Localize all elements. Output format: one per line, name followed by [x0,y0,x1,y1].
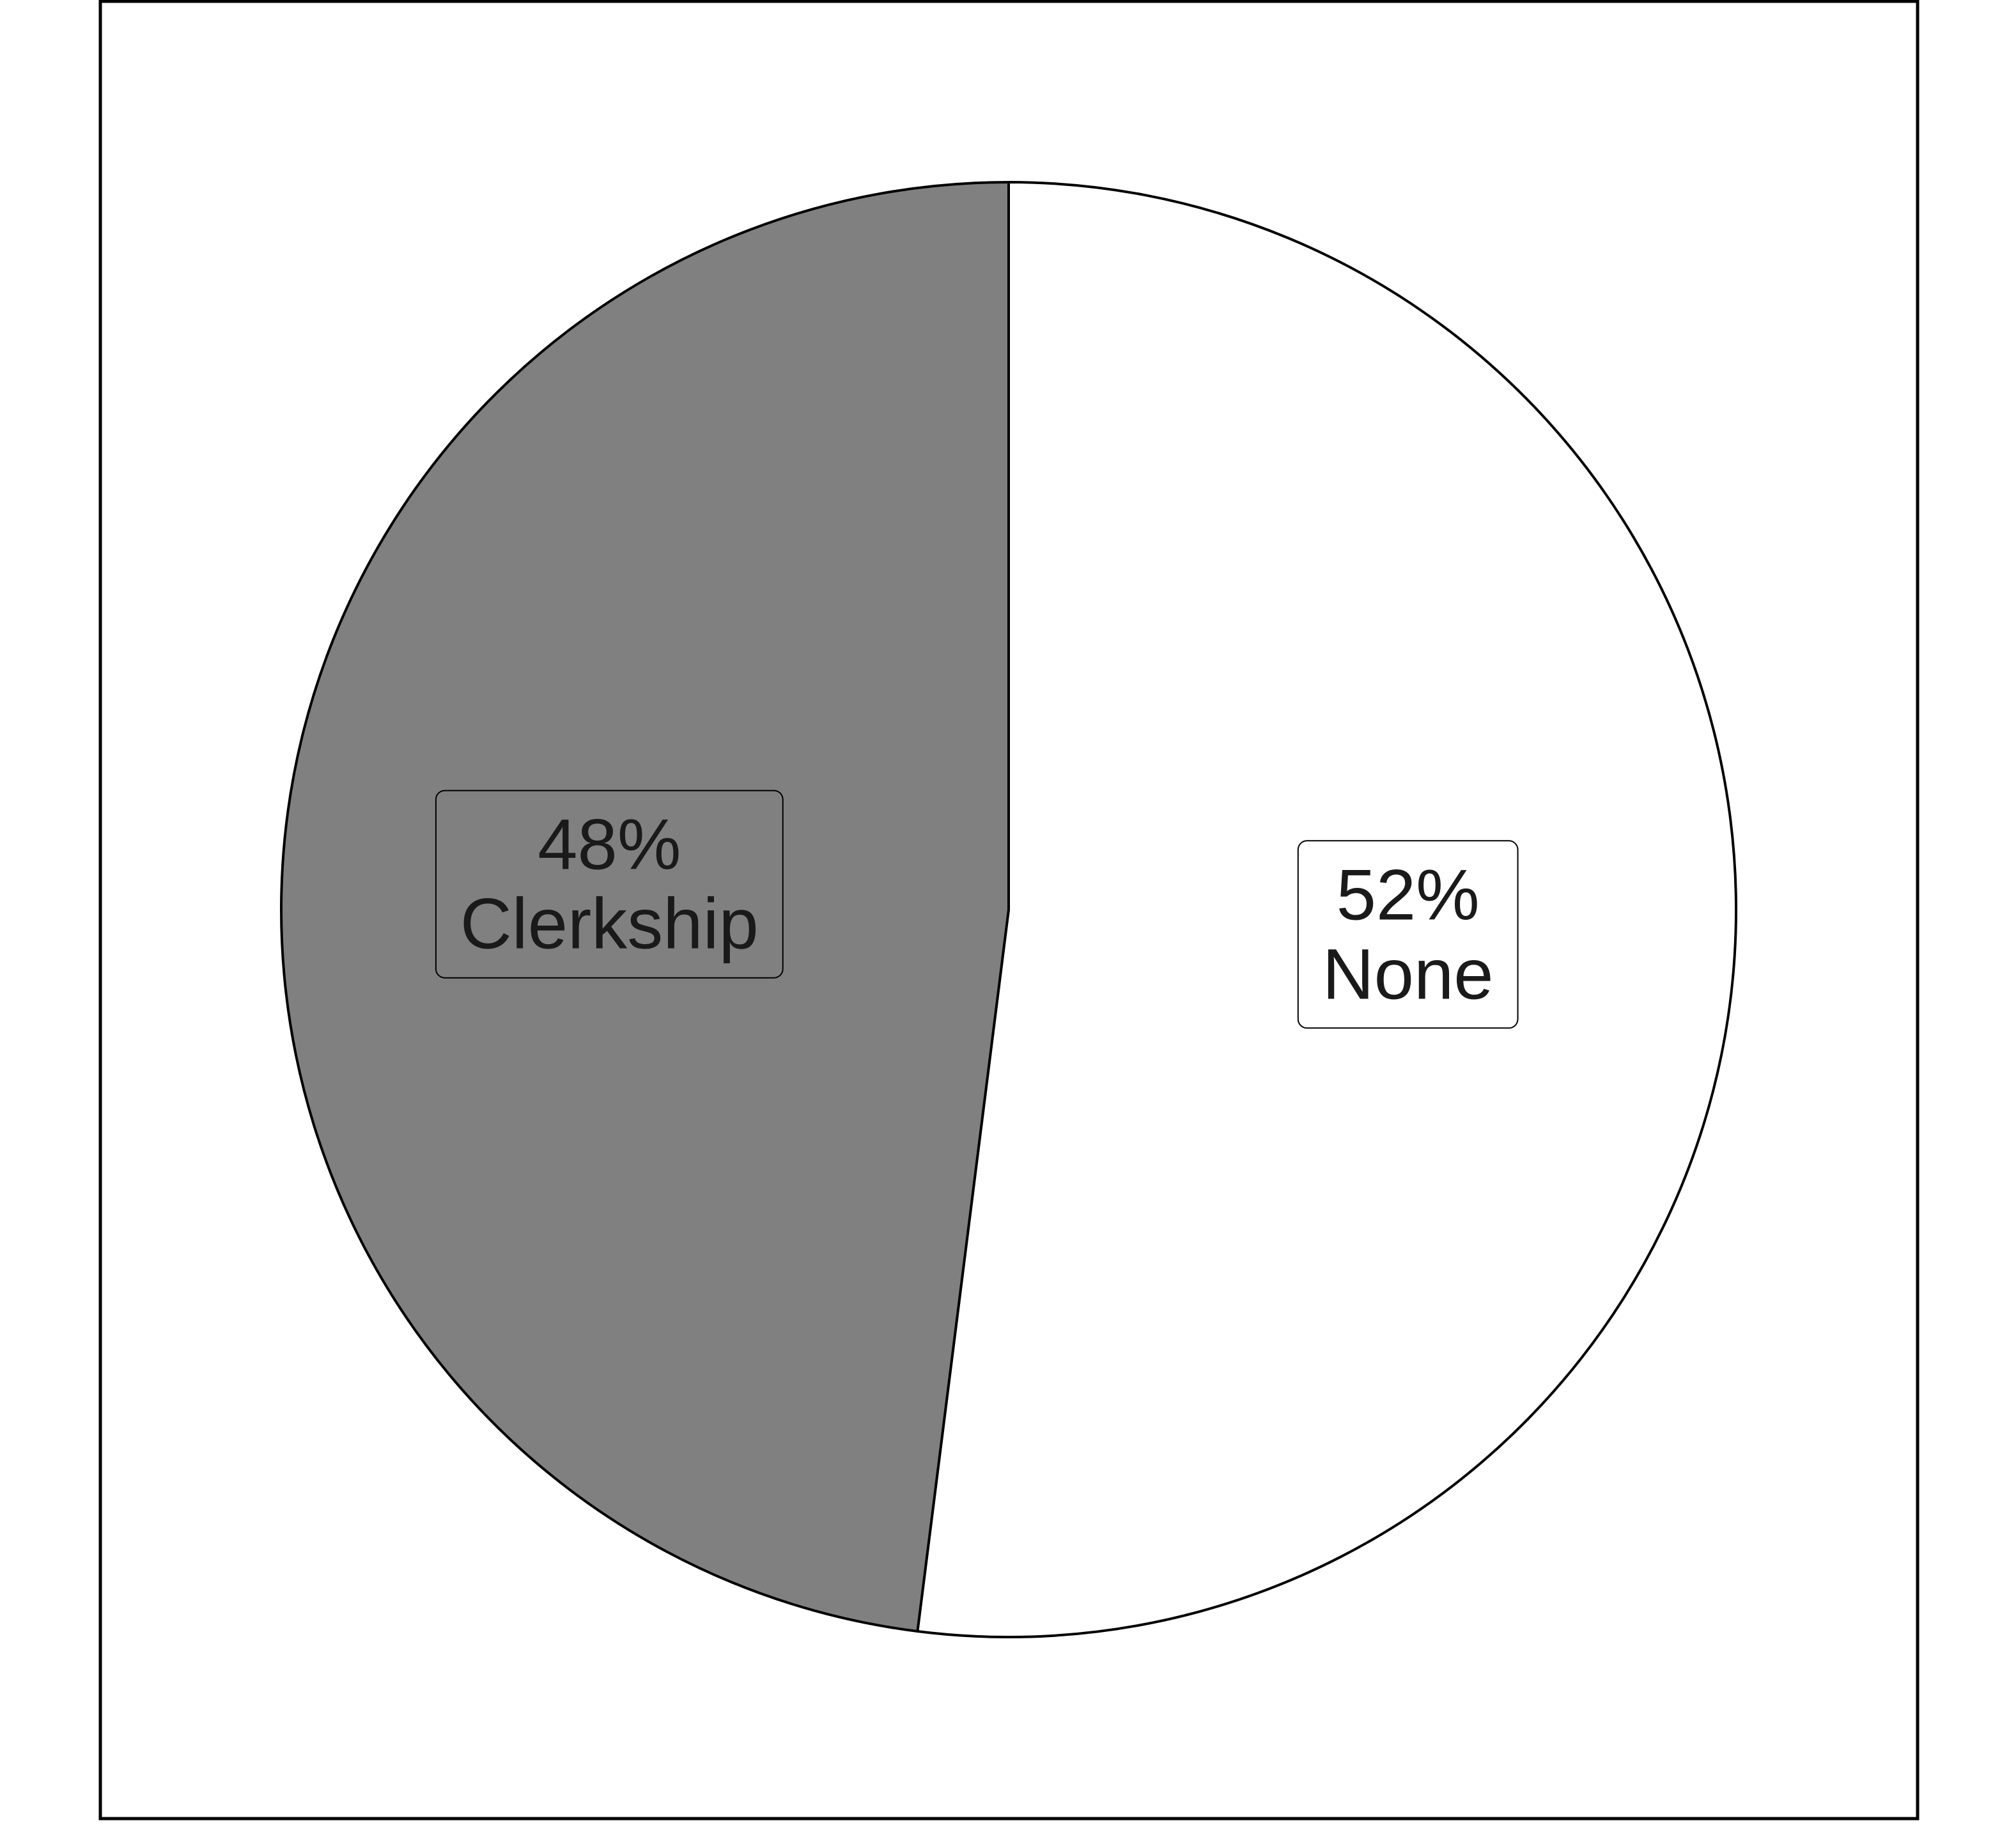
pie-labels: 52%None 48%Clerkship [435,789,1519,1029]
slice-percent-label: 52% [1337,855,1480,935]
slice-label-box [435,789,784,979]
slice-label-none: 52%None [1297,840,1519,1029]
slice-percent-label: 48% [538,805,681,885]
slice-category-label: Clerkship [460,884,759,964]
slice-label-clerkship: 48%Clerkship [435,789,784,979]
slice-category-label: None [1323,934,1494,1014]
slice-label-box [1297,840,1519,1029]
